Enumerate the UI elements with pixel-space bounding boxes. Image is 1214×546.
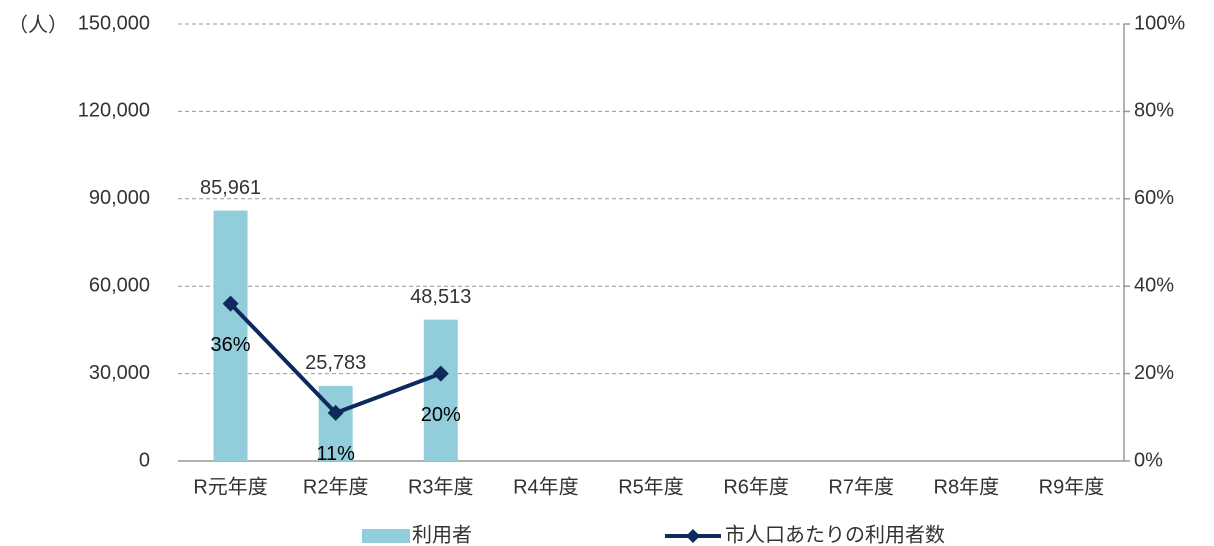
y-tick-label: 120,000	[78, 100, 150, 122]
x-tick-label: R7年度	[828, 475, 894, 498]
x-tick-label: R9年度	[1039, 475, 1105, 498]
x-tick-label: R8年度	[934, 475, 1000, 498]
y2-tick-label: 80%	[1134, 100, 1174, 122]
line-label: 20%	[421, 404, 461, 426]
x-tick-label: R3年度	[408, 475, 474, 498]
y-tick-label: 30,000	[89, 362, 150, 384]
legend-marker	[686, 529, 700, 543]
x-tick-label: R5年度	[618, 475, 684, 498]
bar	[213, 210, 248, 461]
bar	[423, 319, 458, 461]
y-unit-label: （人）	[8, 13, 68, 36]
y-tick-label: 90,000	[89, 187, 150, 209]
legend-label: 市人口あたりの利用者数	[725, 523, 945, 546]
line-label: 36%	[211, 334, 251, 356]
legend-label: 利用者	[412, 523, 472, 546]
y-tick-label: 150,000	[78, 12, 150, 34]
line-marker	[327, 404, 344, 421]
bar-label: 48,513	[410, 286, 471, 308]
x-tick-label: R4年度	[513, 475, 579, 498]
bar-label: 85,961	[200, 177, 261, 199]
y2-tick-label: 40%	[1134, 274, 1174, 296]
y2-tick-label: 0%	[1134, 449, 1163, 471]
x-tick-label: R6年度	[723, 475, 789, 498]
y2-tick-label: 100%	[1134, 12, 1185, 34]
y-tick-label: 0	[139, 449, 150, 471]
line-label: 11%	[316, 443, 355, 465]
x-tick-label: R2年度	[303, 475, 369, 498]
bar-label: 25,783	[305, 352, 366, 374]
x-tick-label: R元年度	[193, 475, 267, 498]
line-marker	[432, 365, 449, 382]
y2-tick-label: 60%	[1134, 187, 1174, 209]
legend-swatch	[362, 529, 410, 543]
y-tick-label: 60,000	[89, 274, 150, 296]
line-marker	[222, 295, 239, 312]
y2-tick-label: 20%	[1134, 362, 1174, 384]
